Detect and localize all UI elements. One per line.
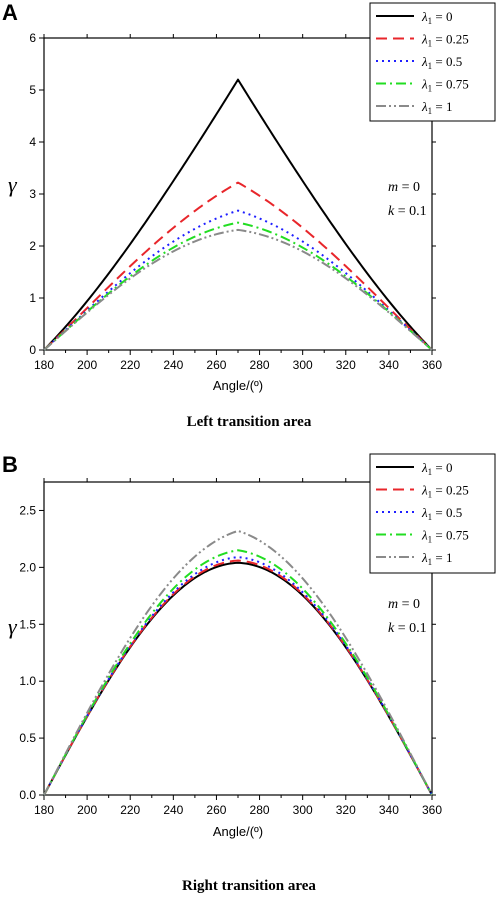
x-tick-label: 340 — [379, 803, 399, 817]
x-axis-label: Angle/(º) — [213, 378, 263, 393]
x-tick-label: 300 — [293, 358, 313, 372]
x-tick-label: 280 — [250, 803, 270, 817]
legend-box — [369, 453, 496, 574]
y-tick-label: 2 — [29, 239, 36, 253]
x-axis-label: Angle/(º) — [213, 824, 263, 839]
y-tick-label: 2.5 — [19, 503, 36, 517]
x-tick-label: 240 — [163, 358, 183, 372]
x-tick-label: 180 — [34, 358, 54, 372]
x-tick-label: 200 — [77, 803, 97, 817]
y-tick-label: 2.0 — [19, 560, 36, 574]
x-tick-label: 220 — [120, 358, 140, 372]
x-tick-label: 260 — [206, 803, 226, 817]
legend-label: λ1 = 0.5 — [421, 54, 462, 71]
chart-panel-A: A 180 200 220 240 260 280 300 320 340 360 0 1 2 3 4 5 6 An… — [2, 0, 496, 430]
x-tick-label: 320 — [336, 358, 356, 372]
series-line — [43, 228, 433, 351]
series-line — [43, 559, 433, 796]
y-tick-label: 3 — [29, 187, 36, 201]
legend-box — [369, 2, 496, 122]
series-line — [43, 181, 433, 351]
legend-label: λ1 = 1 — [421, 550, 452, 567]
annotation-m: m = 0 — [388, 597, 420, 612]
legend-label: λ1 = 0.25 — [421, 483, 469, 500]
legend-label: λ1 = 1 — [421, 99, 452, 116]
y-tick-label: 4 — [29, 135, 36, 149]
chart-panel-B: B 180 200 220 240 260 280 300 320 340 360 0.0 0.5 1.0… — [2, 452, 496, 894]
series-line — [43, 549, 433, 796]
series-line — [43, 529, 433, 796]
x-tick-label: 360 — [422, 358, 442, 372]
legend-label: λ1 = 0.75 — [421, 528, 469, 545]
annotation-m: m = 0 — [388, 180, 420, 195]
x-tick-label: 360 — [422, 803, 442, 817]
y-tick-label: 0.5 — [19, 731, 36, 745]
y-axis-label: γ — [8, 614, 18, 639]
x-tick-label: 200 — [77, 358, 97, 372]
x-tick-label: 340 — [379, 358, 399, 372]
y-tick-label: 0.0 — [19, 788, 36, 802]
x-tick-label: 300 — [293, 803, 313, 817]
y-tick-label: 6 — [29, 31, 36, 45]
series-line — [43, 209, 433, 351]
panel-caption: Left transition area — [187, 414, 312, 430]
x-tick-label: 240 — [163, 803, 183, 817]
y-tick-label: 1 — [29, 291, 36, 305]
y-axis-label: γ — [8, 172, 18, 197]
legend-label: λ1 = 0.5 — [421, 505, 462, 522]
y-tick-label: 0 — [29, 343, 36, 357]
x-tick-label: 180 — [34, 803, 54, 817]
panel-caption: Right transition area — [182, 878, 316, 894]
legend-label: λ1 = 0 — [421, 460, 452, 477]
panel-letter: B — [2, 452, 18, 477]
panel-letter: A — [2, 0, 18, 25]
series-line — [43, 561, 433, 796]
x-tick-label: 320 — [336, 803, 356, 817]
x-tick-label: 280 — [250, 358, 270, 372]
y-tick-label: 1.0 — [19, 674, 36, 688]
legend-label: λ1 = 0.75 — [421, 77, 469, 94]
series-line — [43, 78, 433, 351]
y-tick-label: 5 — [29, 83, 36, 97]
annotation-k: k = 0.1 — [388, 621, 427, 636]
series-line — [43, 221, 433, 351]
x-tick-label: 260 — [206, 358, 226, 372]
legend-label: λ1 = 0 — [421, 9, 452, 26]
legend-label: λ1 = 0.25 — [421, 32, 469, 49]
series-line — [43, 556, 433, 796]
annotation-k: k = 0.1 — [388, 204, 427, 219]
x-tick-label: 220 — [120, 803, 140, 817]
y-tick-label: 1.5 — [19, 617, 36, 631]
